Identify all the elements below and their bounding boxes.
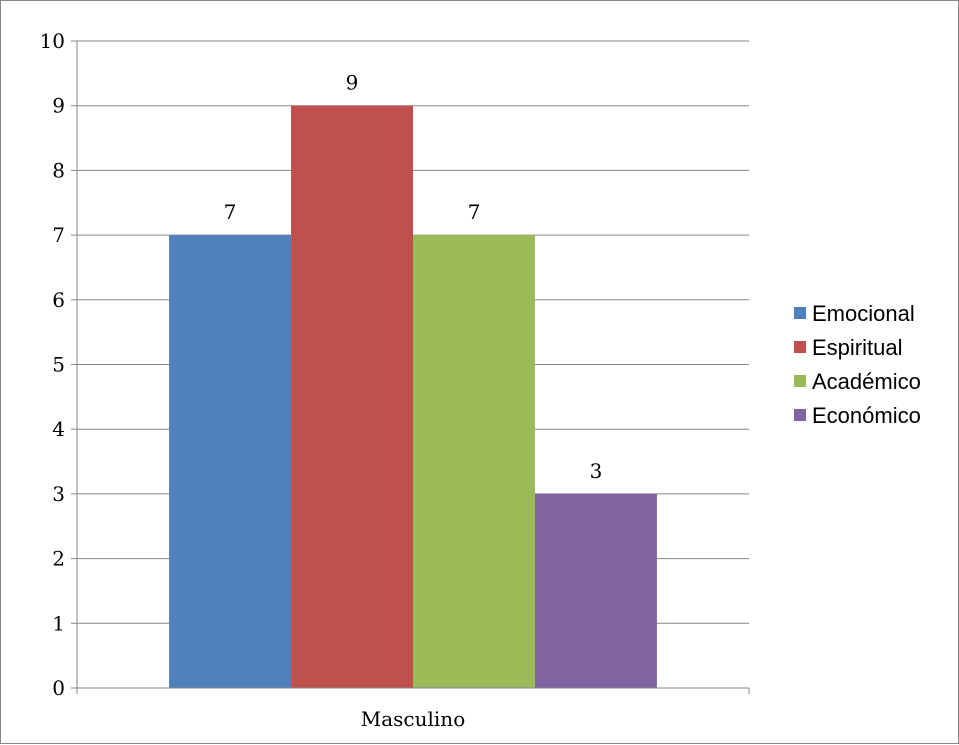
y-tick-label: 2 <box>52 547 65 571</box>
data-label: 7 <box>468 200 481 224</box>
y-tick-label: 7 <box>52 223 65 247</box>
y-tick-label: 0 <box>52 676 65 700</box>
bars <box>169 105 657 688</box>
data-label: 9 <box>346 71 359 95</box>
bar-académico <box>413 235 535 688</box>
bar-espiritual <box>291 105 413 688</box>
y-tick-label: 9 <box>52 94 65 118</box>
y-tick-label: 1 <box>52 611 65 635</box>
y-tick-label: 6 <box>52 288 65 312</box>
y-tick-label: 8 <box>52 158 65 182</box>
bar-económico <box>534 493 657 688</box>
legend-swatch <box>794 409 806 421</box>
legend-label: Económico <box>812 403 921 428</box>
axes <box>71 40 750 694</box>
legend-swatch <box>794 341 806 353</box>
x-category-label: Masculino <box>361 707 465 731</box>
y-tick-label: 3 <box>52 482 65 506</box>
labels: 0 1 2 3 4 5 6 7 8 9 10 7 9 7 3 Masculino <box>40 29 603 731</box>
y-tick-label: 4 <box>52 417 65 441</box>
legend-swatch <box>794 375 806 387</box>
data-label: 7 <box>224 200 237 224</box>
y-tick-label: 5 <box>52 353 65 377</box>
legend-swatch <box>794 307 806 319</box>
y-tick-label: 10 <box>40 29 65 53</box>
legend-label: Académico <box>812 369 921 394</box>
data-label: 3 <box>590 459 603 483</box>
legend-label: Espiritual <box>812 335 902 360</box>
legend-label: Emocional <box>812 301 915 326</box>
legend: Emocional Espiritual Académico Económico <box>794 301 921 428</box>
bar-emocional <box>169 235 292 688</box>
